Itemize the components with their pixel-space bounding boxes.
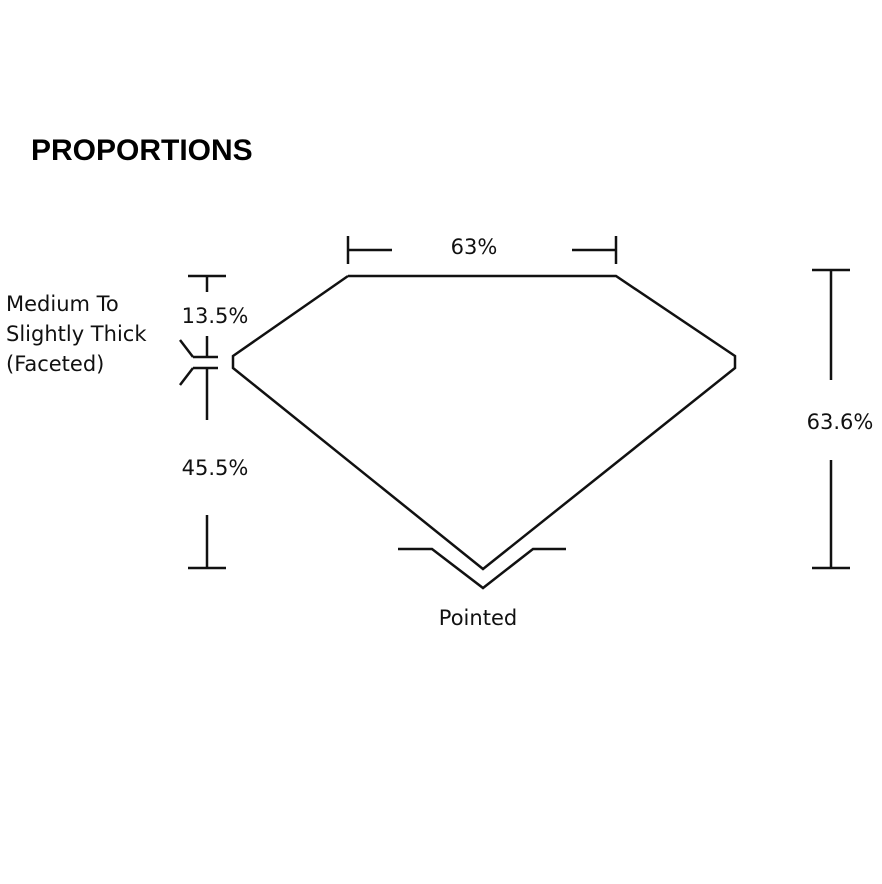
crown-height-dimension [179, 274, 226, 359]
girdle-label-line2: Slightly Thick [6, 322, 147, 346]
pavilion-depth-dimension [179, 366, 226, 570]
culet-label: Pointed [439, 606, 517, 630]
crown-height-label: 13.5% [182, 304, 249, 328]
girdle-label-line1: Medium To [6, 292, 119, 316]
page-title: PROPORTIONS [31, 134, 253, 167]
table-dimension [346, 236, 618, 264]
pavilion-depth-label: 45.5% [182, 456, 249, 480]
culet-marker [398, 547, 566, 590]
girdle-label-line3: (Faceted) [6, 352, 104, 376]
gem-outline [231, 274, 737, 571]
total-depth-dimension [812, 268, 850, 570]
total-depth-label: 63.6% [807, 410, 874, 434]
table-label: 63% [451, 235, 498, 259]
